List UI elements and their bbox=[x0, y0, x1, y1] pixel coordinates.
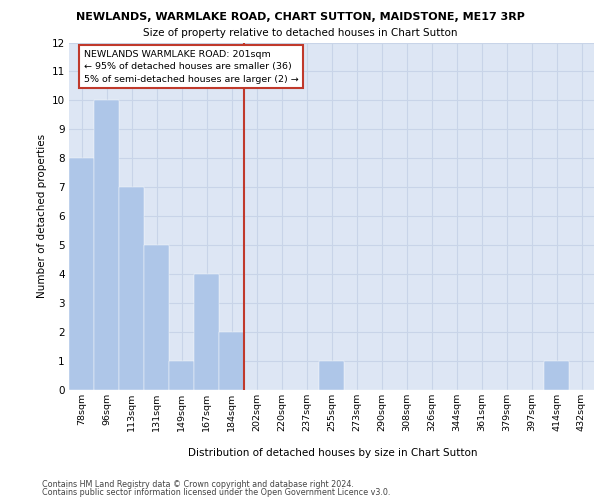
Bar bbox=[144, 245, 169, 390]
Text: NEWLANDS, WARMLAKE ROAD, CHART SUTTON, MAIDSTONE, ME17 3RP: NEWLANDS, WARMLAKE ROAD, CHART SUTTON, M… bbox=[76, 12, 524, 22]
Text: Contains HM Land Registry data © Crown copyright and database right 2024.: Contains HM Land Registry data © Crown c… bbox=[42, 480, 354, 489]
Bar bbox=[194, 274, 219, 390]
Text: Contains public sector information licensed under the Open Government Licence v3: Contains public sector information licen… bbox=[42, 488, 391, 497]
Bar bbox=[69, 158, 94, 390]
Bar bbox=[119, 188, 144, 390]
Text: NEWLANDS WARMLAKE ROAD: 201sqm
← 95% of detached houses are smaller (36)
5% of s: NEWLANDS WARMLAKE ROAD: 201sqm ← 95% of … bbox=[83, 50, 298, 84]
Text: Size of property relative to detached houses in Chart Sutton: Size of property relative to detached ho… bbox=[143, 28, 457, 38]
Text: Distribution of detached houses by size in Chart Sutton: Distribution of detached houses by size … bbox=[188, 448, 478, 458]
Bar bbox=[544, 361, 569, 390]
Bar bbox=[94, 100, 119, 390]
Bar bbox=[169, 361, 194, 390]
Bar bbox=[319, 361, 344, 390]
Y-axis label: Number of detached properties: Number of detached properties bbox=[37, 134, 47, 298]
Bar bbox=[219, 332, 244, 390]
